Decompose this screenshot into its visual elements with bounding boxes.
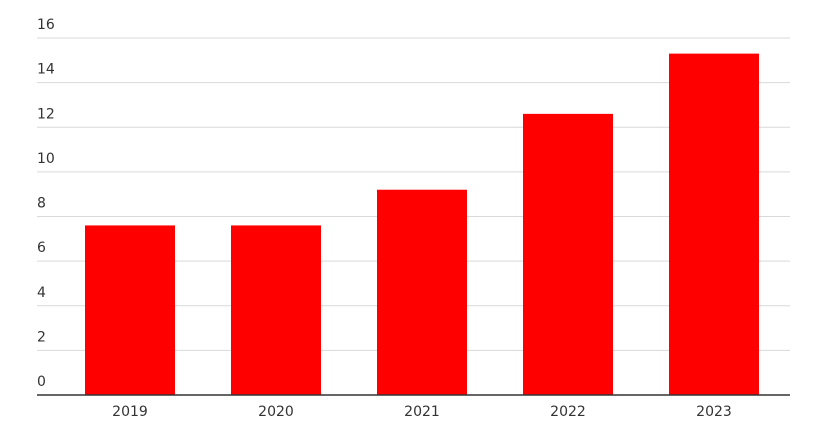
x-tick-label: 2020 <box>258 404 294 420</box>
bar <box>523 113 613 396</box>
x-tick-label: 2022 <box>550 404 586 420</box>
bar <box>231 225 321 395</box>
y-tick-label: 14 <box>37 62 55 78</box>
y-tick-label: 8 <box>37 196 46 212</box>
y-tick-label: 10 <box>37 151 55 167</box>
y-tick-label: 16 <box>37 17 55 33</box>
y-tick-label: 4 <box>37 285 46 301</box>
y-tick-label: 12 <box>37 106 55 122</box>
bar <box>377 189 467 395</box>
x-tick-label: 2023 <box>696 404 732 420</box>
y-tick-label: 6 <box>37 240 46 256</box>
bar <box>85 225 175 395</box>
bar <box>669 53 759 396</box>
x-tick-label: 2019 <box>112 404 148 420</box>
y-tick-label: 0 <box>37 374 46 390</box>
y-tick-label: 2 <box>37 329 46 345</box>
x-tick-label: 2021 <box>404 404 440 420</box>
